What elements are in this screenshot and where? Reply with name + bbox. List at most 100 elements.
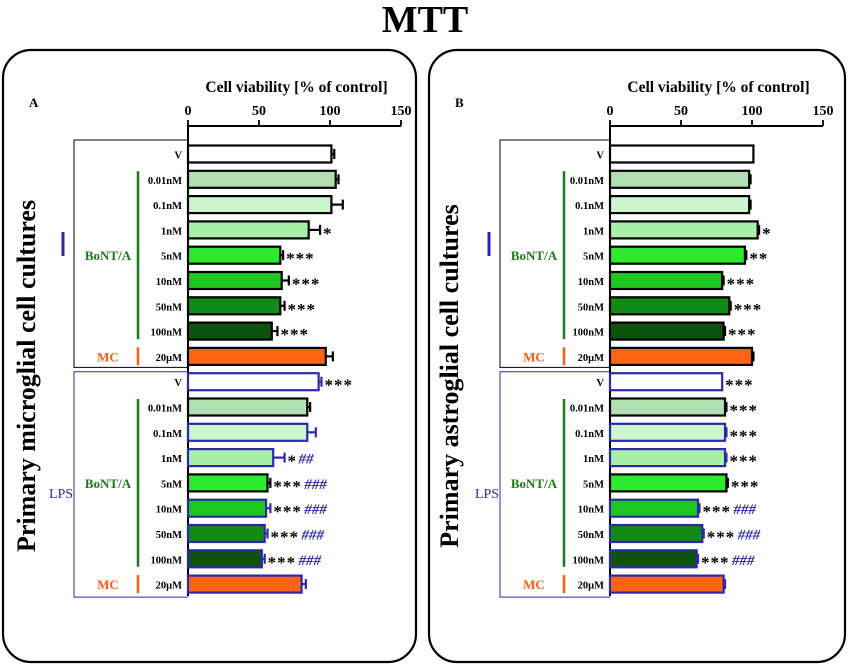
significance-stars: *** [286, 249, 315, 268]
significance-hashes: ### [303, 502, 327, 518]
category-label: 20μM [578, 353, 604, 364]
bar [186, 498, 268, 518]
significance-hashes: ### [731, 553, 755, 569]
category-label: V [596, 151, 604, 162]
mc-label: MC [523, 349, 545, 364]
significance-stars: *** [292, 275, 321, 294]
bar [186, 574, 303, 594]
significance-stars: *** [731, 477, 760, 496]
category-label: 1nM [583, 226, 604, 237]
significance-hashes: ## [298, 452, 315, 468]
bar [186, 144, 333, 164]
significance-stars: *** [728, 325, 757, 344]
significance-stars: *** [273, 477, 302, 496]
category-label: 0.01nM [570, 176, 604, 187]
bar [608, 245, 746, 265]
category-label: 5nM [161, 479, 182, 490]
bar [608, 270, 724, 291]
category-label: V [174, 378, 182, 389]
bar [186, 549, 263, 569]
significance-stars: * [288, 452, 298, 471]
significance-hashes: ### [303, 477, 327, 493]
bar [608, 574, 725, 594]
y-axis-title: Primary microglial cell cultures [12, 200, 41, 552]
bar [186, 448, 275, 468]
x-axis-title: Cell viability [% of control] [627, 79, 809, 96]
significance-stars: *** [280, 325, 309, 344]
category-label: 5nM [583, 479, 604, 490]
x-tick-label: 0 [607, 104, 614, 119]
bar [186, 372, 320, 392]
category-label: 0.1nM [153, 201, 182, 212]
category-label: 100nM [151, 328, 183, 339]
significance-hashes: ### [732, 502, 756, 518]
significance-stars: *** [273, 502, 302, 521]
significance-stars: *** [268, 553, 297, 572]
significance-stars: *** [734, 300, 763, 319]
category-label: 50nM [156, 530, 182, 541]
category-label: 50nM [578, 302, 604, 313]
group-box-control [499, 139, 610, 368]
x-tick-label: 50 [674, 104, 688, 119]
bar [608, 220, 759, 240]
panel-label: A [29, 95, 39, 110]
category-label: 20μM [578, 581, 604, 592]
bar [608, 296, 731, 316]
bar [608, 549, 698, 569]
bar [608, 523, 704, 544]
category-label: 0.01nM [148, 404, 182, 415]
group-box-control [73, 139, 188, 368]
category-label: 100nM [573, 328, 605, 339]
category-label: 5nM [583, 252, 604, 263]
bar [608, 144, 755, 164]
panel-b: B Cell viability [% of control] 0 50 100 150 P… [427, 48, 847, 664]
category-label: 20μM [156, 353, 182, 364]
bar [608, 321, 725, 341]
y-axis-title: Primary astroglial cell cultures [435, 204, 464, 547]
panel-frame [427, 48, 847, 664]
x-tick-label: 150 [391, 104, 412, 119]
panel-label: B [455, 95, 464, 110]
category-label: 0.1nM [575, 201, 604, 212]
group-box-lps [499, 371, 610, 598]
category-label: 1nM [161, 454, 182, 465]
significance-stars: *** [725, 376, 754, 395]
x-tick-label: 150 [813, 104, 834, 119]
bar [186, 270, 283, 291]
group-label-lps: LPS [475, 487, 499, 502]
significance-stars: *** [729, 401, 758, 420]
category-label: 10nM [156, 505, 182, 516]
significance-stars: * [323, 224, 333, 243]
category-label: 0.01nM [148, 176, 182, 187]
category-label: 0.01nM [570, 404, 604, 415]
bar [186, 195, 333, 215]
bar [608, 372, 724, 392]
category-label: 1nM [583, 454, 604, 465]
category-label: 100nM [151, 555, 183, 566]
category-label: 50nM [156, 302, 182, 313]
x-tick-label: 100 [742, 104, 763, 119]
category-label: 10nM [578, 277, 604, 288]
bar [608, 169, 751, 189]
figure-title: MTT [382, 0, 469, 41]
significance-stars: *** [271, 528, 300, 547]
bonta-label: BoNT/A [85, 476, 132, 491]
category-label: V [596, 378, 604, 389]
category-label: 10nM [578, 505, 604, 516]
bar [186, 296, 282, 316]
bonta-label: BoNT/A [85, 248, 132, 263]
group-label-lps: LPS [49, 487, 73, 502]
bar [608, 397, 727, 417]
x-tick-label: 0 [185, 104, 192, 119]
significance-stars: *** [729, 452, 758, 471]
mc-label: MC [523, 577, 545, 592]
category-label: 10nM [156, 277, 182, 288]
significance-hashes: ### [737, 528, 761, 544]
bar [186, 169, 337, 189]
bar [186, 422, 309, 442]
panel-a: A Cell viability [% of control] 0 50 100 150 P… [1, 48, 418, 664]
bar [186, 346, 327, 366]
bar [608, 448, 727, 468]
category-label: 100nM [573, 555, 605, 566]
